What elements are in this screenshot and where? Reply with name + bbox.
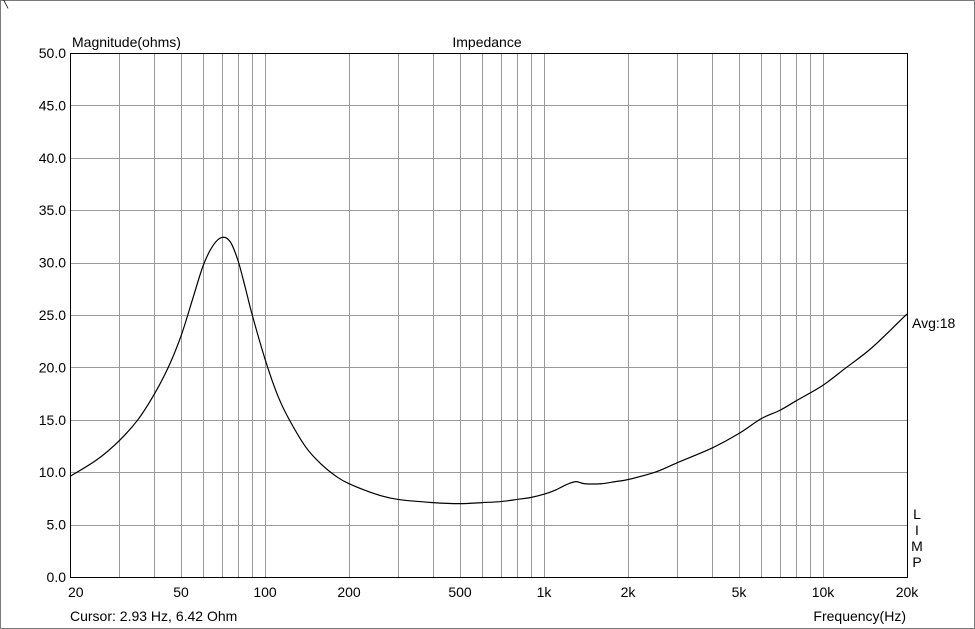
x-tick-label: 10k [812,584,836,600]
limp-letter: I [915,522,919,538]
y-tick-label: 0.0 [47,569,67,585]
y-tick-label: 35.0 [39,202,66,218]
label-layer: Magnitude(ohms) Impedance Frequency(Hz) … [39,34,956,624]
corner-mark: ╲ [2,0,9,9]
limp-letter: M [911,538,923,554]
x-tick-label: 20k [896,584,920,600]
y-tick-label: 45.0 [39,97,66,113]
impedance-curve [69,236,908,505]
y-tick-label: 15.0 [39,412,66,428]
x-tick-label: 500 [448,584,472,600]
x-tick-label: 20 [68,584,84,600]
chart-title: Impedance [452,34,521,50]
y-tick-label: 20.0 [39,359,66,375]
limp-letter: L [913,506,921,522]
y-tick-label: 40.0 [39,150,66,166]
y-tick-label: 10.0 [39,464,66,480]
grid-layer [70,53,907,577]
y-tick-label: 5.0 [47,517,67,533]
limp-letter: P [912,554,921,570]
y-tick-label: 50.0 [39,45,66,61]
x-tick-label: 50 [173,584,189,600]
x-axis-label: Frequency(Hz) [813,608,906,624]
y-tick-label: 30.0 [39,255,66,271]
x-tick-label: 2k [621,584,637,600]
y-tick-label: 25.0 [39,307,66,323]
cursor-readout: Cursor: 2.93 Hz, 6.42 Ohm [70,608,237,624]
x-tick-label: 5k [732,584,748,600]
avg-label: Avg:18 [912,315,956,331]
plot-frame [70,53,908,578]
x-tick-label: 100 [253,584,277,600]
x-tick-label: 1k [537,584,553,600]
curve-layer [69,236,908,505]
axis-layer [70,53,908,578]
y-axis-label: Magnitude(ohms) [72,34,181,50]
x-tick-label: 200 [337,584,361,600]
